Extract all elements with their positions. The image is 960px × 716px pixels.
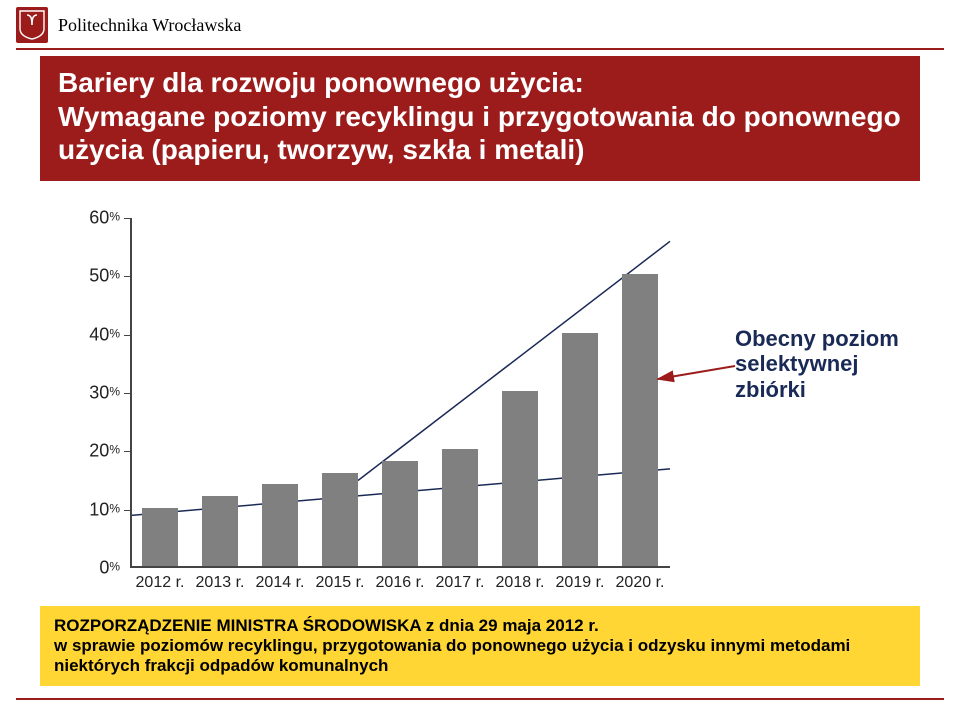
footer-box: ROZPORZĄDZENIE MINISTRA ŚRODOWISKA z dni… (40, 606, 920, 686)
slide: Politechnika Wrocławska Bariery dla rozw… (0, 0, 960, 716)
bottom-rule (16, 698, 944, 700)
footer-line2: w sprawie poziomów recyklingu, przygotow… (54, 636, 906, 676)
footer-line1: ROZPORZĄDZENIE MINISTRA ŚRODOWISKA z dni… (54, 616, 906, 636)
